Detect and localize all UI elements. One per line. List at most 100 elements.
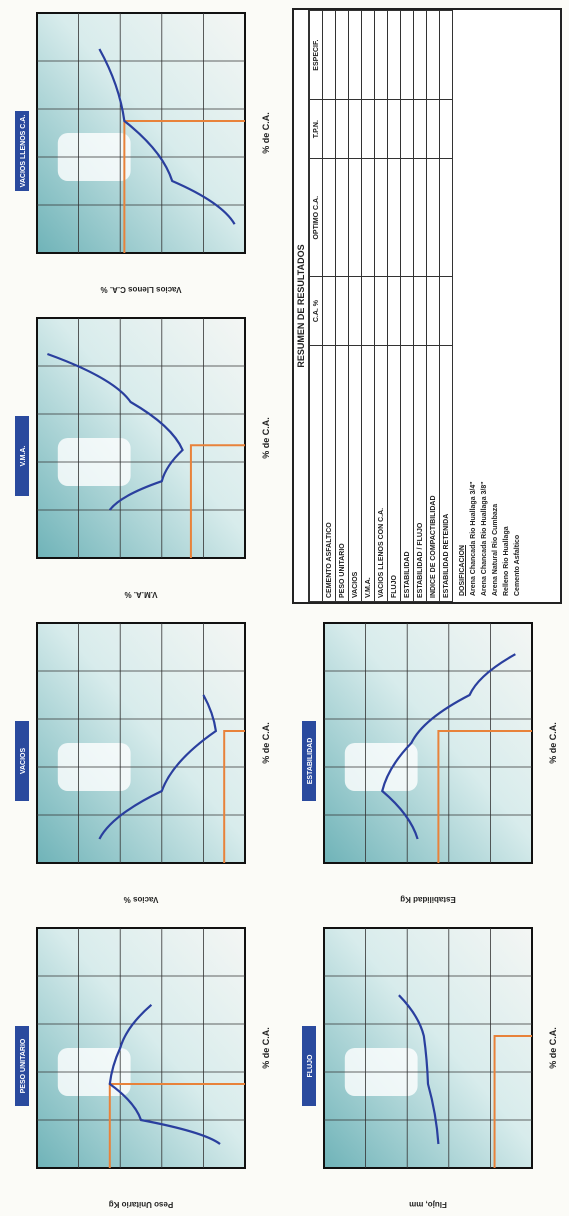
header-row: C.A. %OPTIMO C.A.T.P.N.ESPECIF.: [310, 11, 323, 602]
table-row: ESTABILIDAD RETENIDA: [440, 11, 453, 602]
row-label: FLUJO: [388, 345, 401, 601]
chart: VACIOS LLENOS C.A.Vacios Llenos C.A. %% …: [5, 1, 285, 301]
row-label: ESTABILIDAD: [401, 345, 414, 601]
cell: [362, 100, 375, 159]
row-label: VACIOS LLENOS CON C.A.: [375, 345, 388, 601]
y-axis-label: Peso Unitario Kg: [109, 1200, 174, 1209]
table-row: FLUJO: [388, 11, 401, 602]
cell: [323, 159, 336, 277]
chart-title: VACIOS: [20, 748, 27, 775]
header-cell: [310, 345, 323, 601]
table-row: INDICE DE COMPACTIBILIDAD: [427, 11, 440, 602]
cell: [323, 277, 336, 345]
x-axis-label: % de C.A.: [261, 722, 271, 764]
x-axis-label: % de C.A.: [548, 722, 558, 764]
chart: FLUJO Flujo, mm % de C.A.: [292, 916, 569, 1216]
cell: [375, 159, 388, 277]
cell: [388, 277, 401, 345]
row-label: CEMENTO ASFALTICO: [323, 345, 336, 601]
row-label: INDICE DE COMPACTIBILIDAD: [427, 345, 440, 601]
y-axis-label: Vacios %: [124, 895, 159, 904]
composition-line: Arena Chancada Rio Huallaga 3/8": [479, 16, 490, 596]
row-label: V.M.A.: [362, 345, 375, 601]
cell: [401, 277, 414, 345]
cell: [414, 277, 427, 345]
cell: [414, 159, 427, 277]
cell: [401, 159, 414, 277]
row-label: VACIOS: [349, 345, 362, 601]
y-axis-label: Flujo, mm: [409, 1200, 447, 1209]
chart-title: VACIOS LLENOS C.A.: [20, 115, 27, 188]
chart-title: V.M.A.: [20, 446, 27, 467]
cell: [336, 159, 349, 277]
table-row: CEMENTO ASFALTICO: [323, 11, 336, 602]
x-axis-label: % de C.A.: [261, 112, 271, 154]
composition-line: Relleno Rio Huallaga: [501, 16, 512, 596]
y-axis-label: Estabilidad Kg: [400, 895, 456, 904]
cell: [440, 277, 453, 345]
header-cell: C.A. %: [310, 277, 323, 345]
cell: [440, 100, 453, 159]
cell: [349, 11, 362, 100]
table-row: VACIOS: [349, 11, 362, 602]
composition-line: Arena Natural Rio Cumbaza: [490, 16, 501, 596]
cell: [427, 277, 440, 345]
row-label: ESTABILIDAD / FLUJO: [414, 345, 427, 601]
table-title: RESUMEN DE RESULTADOS: [294, 10, 309, 602]
cell: [427, 159, 440, 277]
header-cell: T.P.N.: [310, 100, 323, 159]
chart: ESTABILIDAD Estabilidad Kg % de C.A.: [292, 611, 569, 911]
cell: [414, 11, 427, 100]
cell: [323, 11, 336, 100]
cell: [388, 159, 401, 277]
chart-title: PESO UNITARIO: [20, 1038, 27, 1093]
cell: [323, 100, 336, 159]
composition-line: Cemento Asfaltico: [512, 16, 523, 596]
composition: DOSIFICACION Arena Chancada Rio Huallaga…: [453, 10, 527, 602]
composition-title: DOSIFICACION: [457, 16, 468, 596]
table-row: ESTABILIDAD / FLUJO: [414, 11, 427, 602]
cell: [362, 277, 375, 345]
cell: [388, 100, 401, 159]
cell: [336, 100, 349, 159]
page: {"charts":[ {"title":"PESO UNITARIO","y_…: [0, 0, 569, 1216]
table-row: PESO UNITARIO: [336, 11, 349, 602]
cell: [375, 100, 388, 159]
cell: [336, 277, 349, 345]
row-label: PESO UNITARIO: [336, 345, 349, 601]
cell: [440, 159, 453, 277]
x-axis-label: % de C.A.: [548, 1027, 558, 1069]
header-cell: OPTIMO C.A.: [310, 159, 323, 277]
chart: V.M.A. V.M.A. % % de C.A.: [5, 306, 285, 606]
cell: [427, 11, 440, 100]
table-grid: C.A. %OPTIMO C.A.T.P.N.ESPECIF.CEMENTO A…: [309, 10, 453, 602]
x-axis-label: % de C.A.: [261, 417, 271, 459]
cell: [401, 11, 414, 100]
sheet: RESUMEN DE RESULTADOS C.A. %OPTIMO C.A.T…: [0, 0, 569, 1216]
chart-title: ESTABILIDAD: [307, 738, 314, 785]
cell: [414, 100, 427, 159]
y-axis-label: V.M.A. %: [124, 590, 157, 599]
cell: [336, 11, 349, 100]
chart-title: FLUJO: [307, 1054, 314, 1078]
header-cell: ESPECIF.: [310, 11, 323, 100]
table-row: ESTABILIDAD: [401, 11, 414, 602]
cell: [349, 277, 362, 345]
composition-line: Arena Chancada Rio Huallaga 3/4": [468, 16, 479, 596]
cell: [388, 11, 401, 100]
row-label: ESTABILIDAD RETENIDA: [440, 345, 453, 601]
cell: [362, 11, 375, 100]
cell: [349, 159, 362, 277]
table-row: VACIOS LLENOS CON C.A.: [375, 11, 388, 602]
cell: [349, 100, 362, 159]
cell: [427, 100, 440, 159]
table-row: V.M.A.: [362, 11, 375, 602]
cell: [375, 11, 388, 100]
cell: [375, 277, 388, 345]
results-table: RESUMEN DE RESULTADOS C.A. %OPTIMO C.A.T…: [292, 8, 562, 604]
cell: [401, 100, 414, 159]
cell: [362, 159, 375, 277]
cell: [440, 11, 453, 100]
chart: VACIOS Vacios % % de C.A.: [5, 611, 285, 911]
